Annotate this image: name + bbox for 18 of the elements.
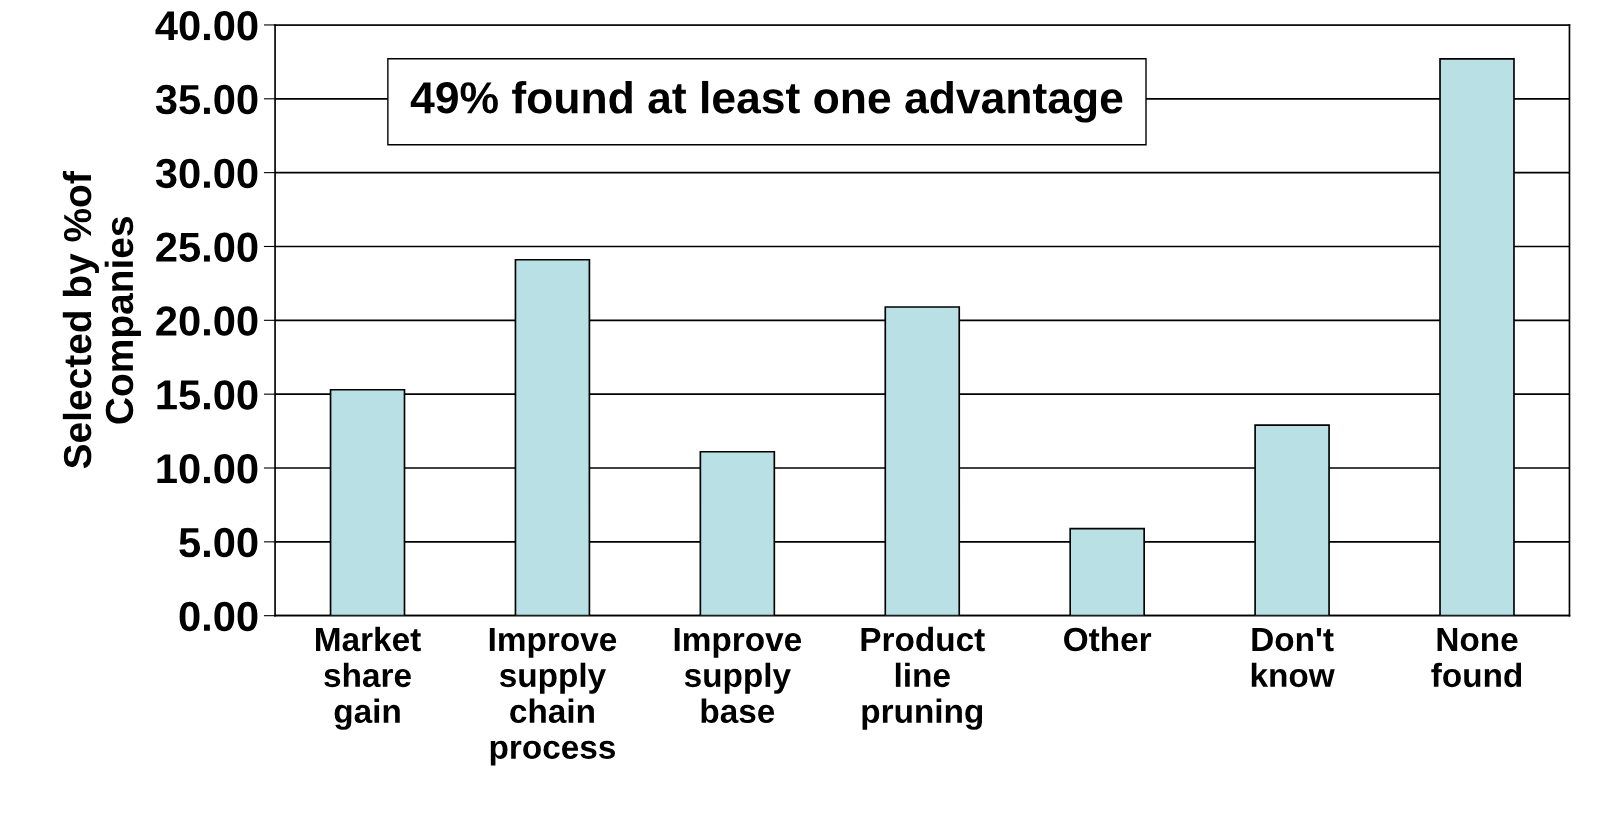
y-tick-label: 5.00 (179, 527, 258, 558)
x-tick-label: Improve supply base (674, 628, 802, 724)
x-tick-label: None found (1431, 628, 1522, 688)
y-axis-title: Selected by %of Companies (62, 171, 141, 469)
x-tick-label: Don't know (1251, 628, 1335, 688)
y-tick-label: 25.00 (156, 232, 258, 262)
y-tick-label: 15.00 (157, 380, 258, 410)
x-tick-label: Market share gain (316, 626, 421, 730)
annotation: 49% found at least one advantage (410, 80, 1123, 123)
x-tick-label: Improve supply chain process (489, 628, 617, 766)
x-tick-label: Other (1064, 626, 1152, 652)
y-tick-label: 40.00 (155, 10, 258, 41)
x-tick-label: Product line pruning (861, 626, 985, 730)
y-tick-label: 30.00 (155, 158, 258, 189)
y-tick-label: 10.00 (157, 454, 258, 484)
y-tick-label: 0.00 (179, 601, 258, 632)
y-tick-label: 35.00 (155, 84, 258, 115)
y-tick-label: 20.00 (156, 306, 258, 336)
